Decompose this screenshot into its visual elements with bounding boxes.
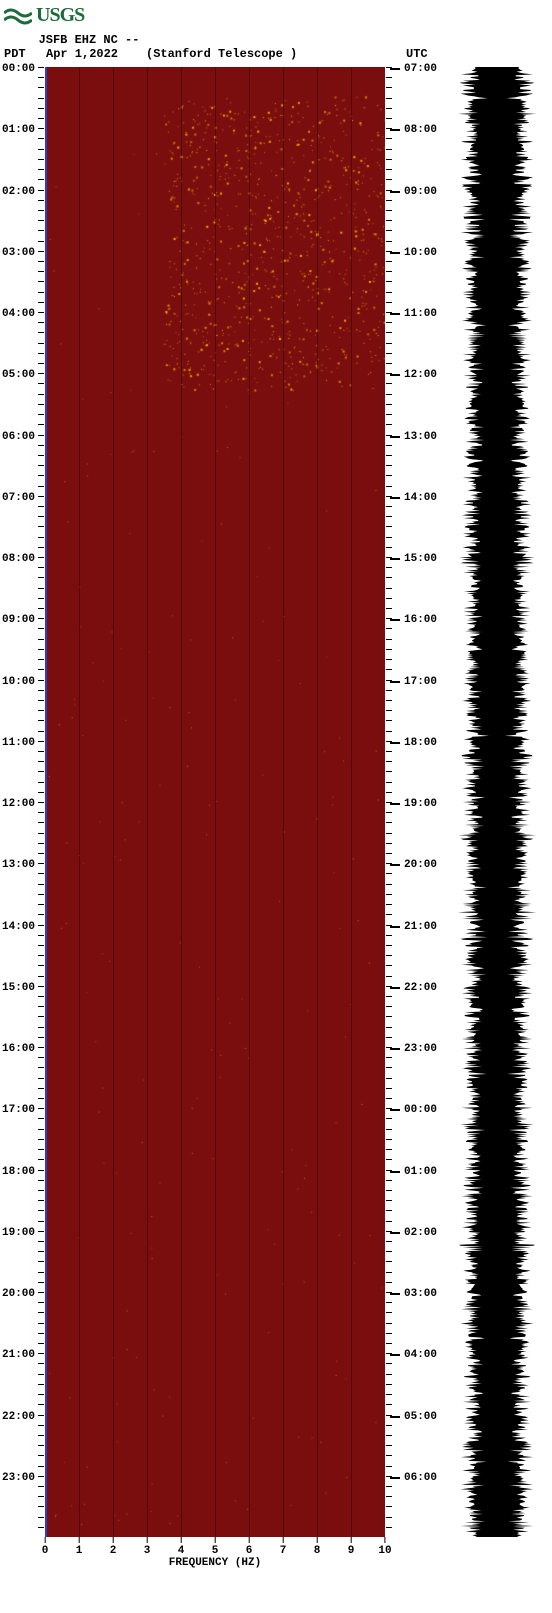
y-tick-left: 03:00 bbox=[2, 247, 35, 259]
grid-line bbox=[79, 67, 80, 1537]
y-tick-right: 13:00 bbox=[390, 431, 437, 443]
y-tick-left: 20:00 bbox=[2, 1288, 35, 1300]
y-tick-right: 02:00 bbox=[390, 1227, 437, 1239]
x-tick: 10 bbox=[378, 1537, 391, 1557]
y-tick-left: 16:00 bbox=[2, 1043, 35, 1055]
y-tick-right: 20:00 bbox=[390, 859, 437, 871]
y-tick-right: 05:00 bbox=[390, 1411, 437, 1423]
grid-line bbox=[249, 67, 250, 1537]
chart-subheader: PDT Apr 1,2022 (Stanford Telescope ) UTC bbox=[4, 47, 552, 61]
y-tick-left: 11:00 bbox=[2, 737, 35, 749]
y-tick-left: 17:00 bbox=[2, 1104, 35, 1116]
y-tick-left: 09:00 bbox=[2, 614, 35, 626]
x-tick: 1 bbox=[76, 1537, 83, 1557]
y-tick-right: 07:00 bbox=[390, 63, 437, 75]
y-tick-left: 15:00 bbox=[2, 982, 35, 994]
y-tick-left: 08:00 bbox=[2, 553, 35, 565]
grid-line bbox=[147, 67, 148, 1537]
x-tick: 6 bbox=[246, 1537, 253, 1557]
grid-line bbox=[317, 67, 318, 1537]
x-axis: FREQUENCY (HZ) 012345678910 bbox=[45, 1537, 385, 1577]
y-tick-left: 12:00 bbox=[2, 798, 35, 810]
minor-ticks-left bbox=[38, 67, 44, 1537]
logo-text: USGS bbox=[36, 4, 84, 27]
x-tick: 9 bbox=[348, 1537, 355, 1557]
y-tick-right: 19:00 bbox=[390, 798, 437, 810]
y-tick-right: 16:00 bbox=[390, 614, 437, 626]
y-tick-right: 01:00 bbox=[390, 1166, 437, 1178]
y-tick-right: 11:00 bbox=[390, 308, 437, 320]
x-tick: 0 bbox=[42, 1537, 49, 1557]
left-timezone: PDT bbox=[4, 47, 34, 61]
y-tick-left: 23:00 bbox=[2, 1472, 35, 1484]
x-tick: 3 bbox=[144, 1537, 151, 1557]
y-tick-left: 02:00 bbox=[2, 186, 35, 198]
y-tick-left: 04:00 bbox=[2, 308, 35, 320]
y-axis-right: 07:0008:0009:0010:0011:0012:0013:0014:00… bbox=[390, 67, 450, 1537]
waveform-path bbox=[458, 67, 537, 1537]
chart-area: 00:00 01:00 02:00 03:00 04:00 05:00 06:00 07:00… bbox=[0, 67, 552, 1577]
blue-edge bbox=[45, 67, 47, 1537]
date-label: Apr 1,2022 bbox=[46, 47, 126, 61]
x-axis-label: FREQUENCY (HZ) bbox=[169, 1557, 261, 1569]
y-tick-left: 14:00 bbox=[2, 921, 35, 933]
y-tick-right: 12:00 bbox=[390, 369, 437, 381]
y-tick-left: 22:00 bbox=[2, 1411, 35, 1423]
right-timezone: UTC bbox=[406, 47, 428, 61]
y-tick-left: 19:00 bbox=[2, 1227, 35, 1239]
y-tick-right: 00:00 bbox=[390, 1104, 437, 1116]
y-tick-right: 04:00 bbox=[390, 1349, 437, 1361]
y-tick-left: 13:00 bbox=[2, 859, 35, 871]
grid-line bbox=[351, 67, 352, 1537]
wave-icon bbox=[4, 7, 32, 25]
y-tick-right: 22:00 bbox=[390, 982, 437, 994]
y-tick-right: 09:00 bbox=[390, 186, 437, 198]
spectrogram-plot bbox=[45, 67, 385, 1537]
y-tick-right: 17:00 bbox=[390, 676, 437, 688]
y-tick-right: 23:00 bbox=[390, 1043, 437, 1055]
x-tick: 8 bbox=[314, 1537, 321, 1557]
grid-line bbox=[283, 67, 284, 1537]
x-tick: 7 bbox=[280, 1537, 287, 1557]
x-tick: 5 bbox=[212, 1537, 219, 1557]
y-tick-right: 10:00 bbox=[390, 247, 437, 259]
y-tick-left: 05:00 bbox=[2, 369, 35, 381]
y-tick-left: 21:00 bbox=[2, 1349, 35, 1361]
y-tick-right: 03:00 bbox=[390, 1288, 437, 1300]
y-tick-left: 18:00 bbox=[2, 1166, 35, 1178]
grid-line bbox=[113, 67, 114, 1537]
y-tick-left: 07:00 bbox=[2, 492, 35, 504]
x-tick: 2 bbox=[110, 1537, 117, 1557]
location-label: (Stanford Telescope ) bbox=[146, 47, 306, 61]
y-tick-right: 14:00 bbox=[390, 492, 437, 504]
y-tick-right: 21:00 bbox=[390, 921, 437, 933]
grid-line bbox=[215, 67, 216, 1537]
grid-line bbox=[181, 67, 182, 1537]
y-tick-left: 10:00 bbox=[2, 676, 35, 688]
waveform-panel bbox=[452, 67, 542, 1537]
y-tick-left: 00:00 bbox=[2, 63, 35, 75]
y-tick-right: 15:00 bbox=[390, 553, 437, 565]
y-tick-left: 01:00 bbox=[2, 124, 35, 136]
y-tick-left: 06:00 bbox=[2, 431, 35, 443]
y-tick-right: 18:00 bbox=[390, 737, 437, 749]
y-tick-right: 06:00 bbox=[390, 1472, 437, 1484]
chart-header: JSFB EHZ NC -- bbox=[4, 33, 552, 47]
y-tick-right: 08:00 bbox=[390, 124, 437, 136]
x-tick: 4 bbox=[178, 1537, 185, 1557]
usgs-logo: USGS bbox=[4, 4, 552, 27]
station-code: JSFB EHZ NC -- bbox=[4, 33, 174, 47]
